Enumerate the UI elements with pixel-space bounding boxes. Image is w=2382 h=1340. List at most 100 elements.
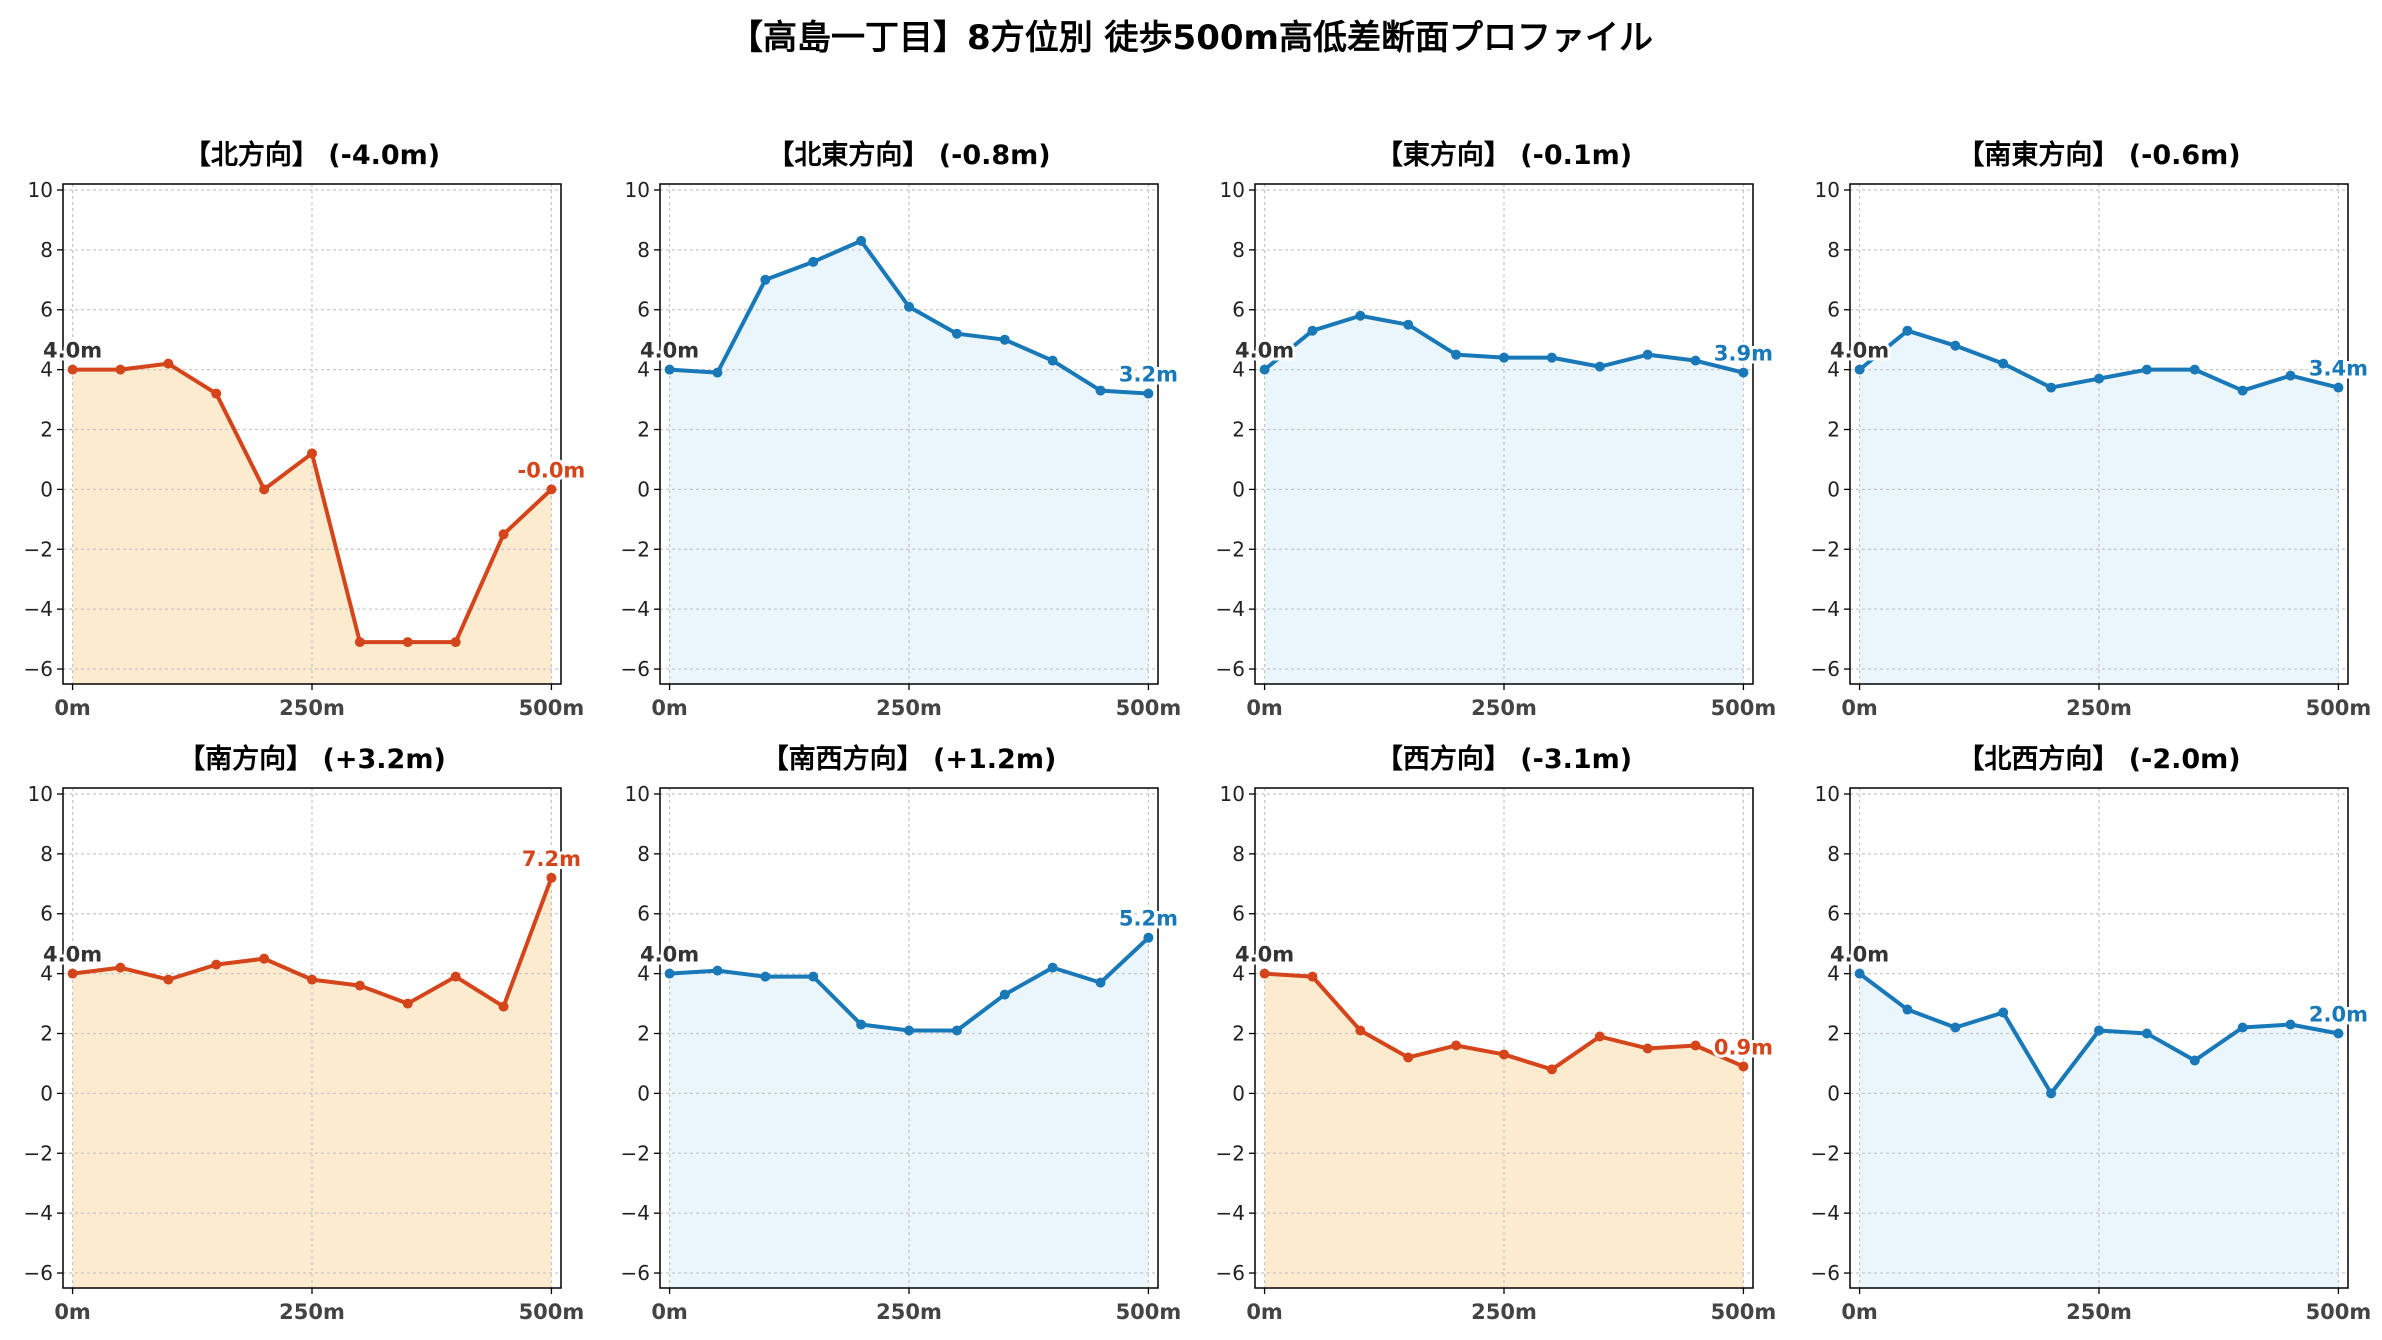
chart-title: 【北方向】 (-4.0m) bbox=[184, 139, 440, 171]
y-tick-label: −4 bbox=[1811, 1201, 1840, 1225]
data-point bbox=[1950, 340, 1961, 351]
y-tick-label: 8 bbox=[40, 238, 53, 262]
x-tick-label: 500m bbox=[1711, 696, 1777, 720]
y-tick-label: 0 bbox=[637, 477, 650, 501]
data-point bbox=[951, 328, 962, 339]
start-value-label: 4.0m bbox=[1830, 339, 1889, 363]
y-tick-label: −2 bbox=[24, 537, 53, 561]
y-tick-label: 4 bbox=[1827, 358, 1840, 382]
y-tick-label: 6 bbox=[40, 298, 53, 322]
y-tick-label: 4 bbox=[1232, 962, 1245, 986]
y-tick-label: 2 bbox=[637, 418, 650, 442]
y-tick-label: 10 bbox=[1815, 782, 1840, 806]
y-tick-label: 4 bbox=[1232, 358, 1245, 382]
data-point bbox=[2141, 1028, 2152, 1039]
y-tick-label: 4 bbox=[637, 962, 650, 986]
data-point bbox=[1047, 962, 1058, 973]
end-value-label: -0.0m bbox=[518, 458, 586, 482]
y-tick-label: −6 bbox=[621, 1261, 650, 1285]
data-point bbox=[1143, 932, 1154, 943]
data-point bbox=[1307, 971, 1318, 982]
chart-panel-0: 【北方向】 (-4.0m) −6 −4 −2 0 2 4 6 8 10 0m 250m 500m 4.0m… bbox=[24, 139, 589, 720]
data-point bbox=[1594, 1031, 1605, 1042]
x-tick-label: 0m bbox=[651, 696, 688, 720]
y-tick-label: −2 bbox=[24, 1141, 53, 1165]
y-tick-label: 8 bbox=[637, 842, 650, 866]
y-tick-label: 10 bbox=[1220, 782, 1245, 806]
end-value-label: 2.0m bbox=[2309, 1003, 2368, 1027]
y-tick-label: −6 bbox=[24, 1261, 53, 1285]
data-point bbox=[1095, 977, 1106, 988]
y-tick-label: −4 bbox=[24, 597, 53, 621]
y-tick-label: 10 bbox=[625, 178, 650, 202]
data-point bbox=[115, 962, 126, 973]
data-point bbox=[1998, 358, 2009, 369]
chart-title: 【南東方向】 (-0.6m) bbox=[1957, 139, 2240, 171]
data-point bbox=[546, 484, 557, 495]
chart-panel-7: 【北西方向】 (-2.0m) −6 −4 −2 0 2 4 6 8 10 0m 250m 500m 4.0… bbox=[1811, 743, 2372, 1324]
y-tick-label: −2 bbox=[1216, 1141, 1245, 1165]
data-point bbox=[2285, 1019, 2296, 1030]
y-tick-label: −4 bbox=[1216, 597, 1245, 621]
start-value-label: 4.0m bbox=[1830, 943, 1889, 967]
data-point bbox=[1642, 1043, 1653, 1054]
y-tick-label: 0 bbox=[40, 477, 53, 501]
start-value-label: 4.0m bbox=[640, 339, 699, 363]
y-tick-label: −2 bbox=[1811, 1141, 1840, 1165]
y-tick-label: 6 bbox=[1232, 298, 1245, 322]
chart-title: 【西方向】 (-3.1m) bbox=[1376, 743, 1632, 775]
data-point bbox=[1998, 1007, 2009, 1018]
data-point bbox=[67, 364, 78, 375]
data-point bbox=[450, 637, 461, 648]
end-value-label: 3.2m bbox=[1119, 363, 1178, 387]
y-tick-label: 0 bbox=[1827, 477, 1840, 501]
y-tick-label: −4 bbox=[621, 1201, 650, 1225]
data-point bbox=[2094, 1025, 2104, 1036]
data-point bbox=[1095, 385, 1106, 396]
y-tick-label: −6 bbox=[1216, 1261, 1245, 1285]
data-point bbox=[1902, 1004, 1913, 1015]
y-tick-label: −6 bbox=[1216, 657, 1245, 681]
x-tick-label: 0m bbox=[54, 696, 91, 720]
data-point bbox=[1854, 364, 1865, 375]
y-tick-label: 10 bbox=[1220, 178, 1245, 202]
chart-title: 【南西方向】 (+1.2m) bbox=[762, 743, 1057, 775]
y-tick-label: 0 bbox=[1827, 1081, 1840, 1105]
data-point bbox=[2189, 1055, 2200, 1066]
y-tick-label: 0 bbox=[1232, 477, 1245, 501]
data-point bbox=[712, 965, 723, 976]
data-point bbox=[2285, 370, 2296, 381]
data-point bbox=[1403, 319, 1414, 330]
data-point bbox=[1642, 349, 1653, 360]
data-point bbox=[1259, 364, 1270, 375]
data-point bbox=[498, 1001, 509, 1012]
end-value-label: 0.9m bbox=[1714, 1035, 1773, 1059]
x-tick-label: 0m bbox=[54, 1300, 91, 1324]
data-point bbox=[115, 364, 126, 375]
data-point bbox=[760, 971, 771, 982]
data-point bbox=[1902, 325, 1913, 336]
y-tick-label: 8 bbox=[40, 842, 53, 866]
data-point bbox=[354, 637, 365, 648]
y-tick-label: 2 bbox=[1827, 418, 1840, 442]
data-point bbox=[1307, 325, 1318, 336]
y-tick-label: 4 bbox=[637, 358, 650, 382]
y-tick-label: 2 bbox=[1232, 418, 1245, 442]
chart-title: 【北西方向】 (-2.0m) bbox=[1957, 743, 2240, 775]
data-point bbox=[1690, 355, 1701, 366]
data-point bbox=[1690, 1040, 1701, 1051]
y-tick-label: 4 bbox=[40, 962, 53, 986]
data-point bbox=[546, 872, 557, 883]
chart-title: 【北東方向】 (-0.8m) bbox=[767, 139, 1050, 171]
chart-panel-3: 【南東方向】 (-0.6m) −6 −4 −2 0 2 4 6 8 10 0m 250m 500m 4.0… bbox=[1811, 139, 2372, 720]
chart-title: 【東方向】 (-0.1m) bbox=[1376, 139, 1632, 171]
y-tick-label: 6 bbox=[1232, 902, 1245, 926]
y-tick-label: 10 bbox=[28, 782, 53, 806]
y-tick-label: −6 bbox=[621, 657, 650, 681]
data-point bbox=[712, 367, 723, 378]
data-point bbox=[904, 1025, 914, 1036]
y-tick-label: −2 bbox=[1216, 537, 1245, 561]
x-tick-label: 250m bbox=[1471, 696, 1537, 720]
start-value-label: 4.0m bbox=[1235, 339, 1294, 363]
